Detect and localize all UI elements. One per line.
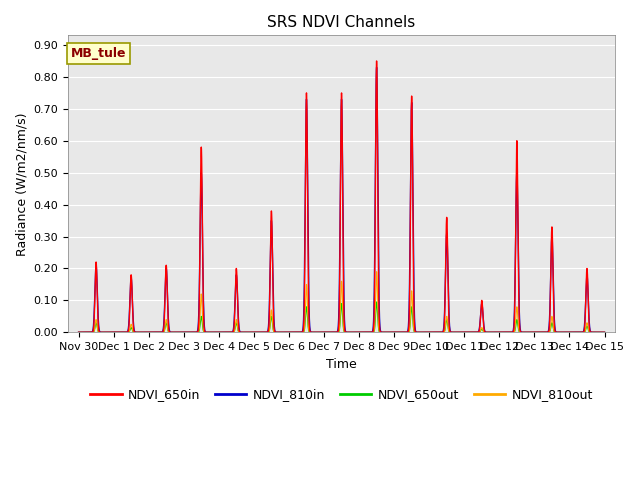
- Legend: NDVI_650in, NDVI_810in, NDVI_650out, NDVI_810out: NDVI_650in, NDVI_810in, NDVI_650out, NDV…: [85, 383, 598, 406]
- Y-axis label: Radiance (W/m2/nm/s): Radiance (W/m2/nm/s): [15, 112, 28, 255]
- Title: SRS NDVI Channels: SRS NDVI Channels: [268, 15, 415, 30]
- X-axis label: Time: Time: [326, 358, 357, 371]
- Text: MB_tule: MB_tule: [71, 47, 126, 60]
